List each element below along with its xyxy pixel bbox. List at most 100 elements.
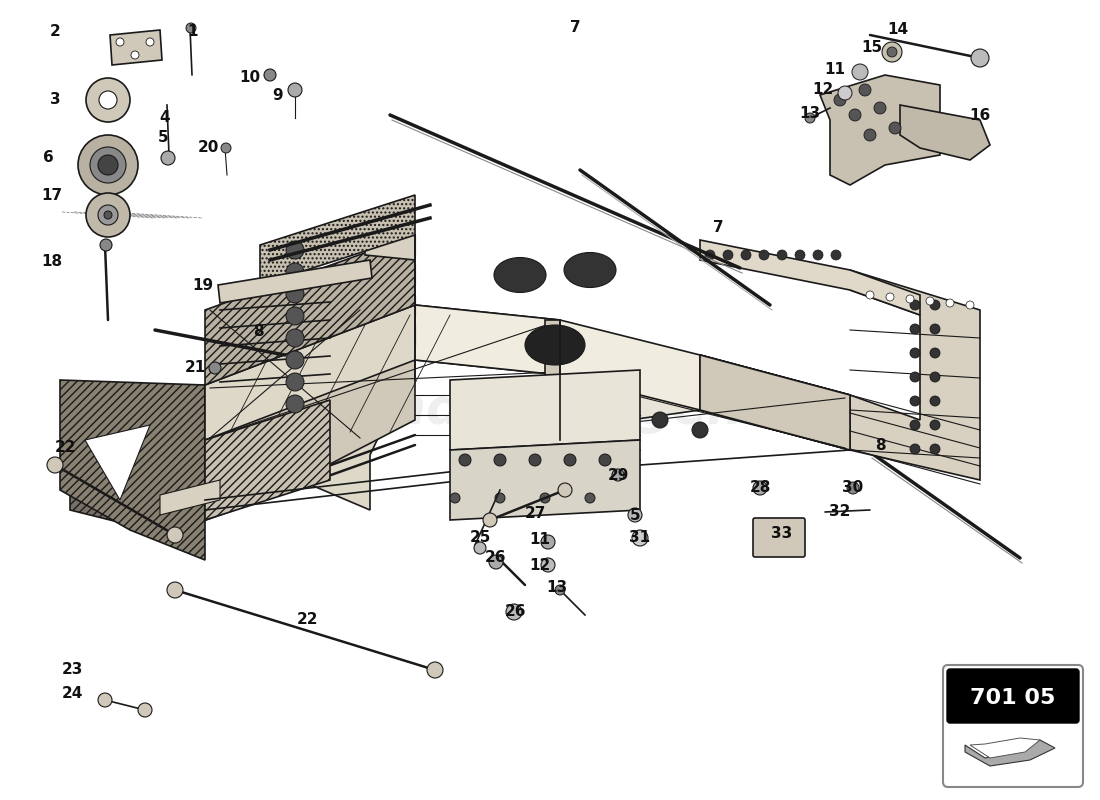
Circle shape xyxy=(286,307,304,325)
Polygon shape xyxy=(85,425,150,500)
Text: 4: 4 xyxy=(160,110,170,126)
Text: 8: 8 xyxy=(253,325,263,339)
Polygon shape xyxy=(205,235,415,385)
Circle shape xyxy=(930,420,940,430)
Circle shape xyxy=(490,555,503,569)
Circle shape xyxy=(495,493,505,503)
Polygon shape xyxy=(700,355,850,450)
Circle shape xyxy=(849,109,861,121)
Polygon shape xyxy=(60,380,205,560)
Polygon shape xyxy=(205,400,330,520)
Circle shape xyxy=(286,329,304,347)
Ellipse shape xyxy=(564,253,616,287)
Text: 23: 23 xyxy=(62,662,82,678)
Text: 32: 32 xyxy=(829,505,850,519)
Polygon shape xyxy=(850,270,980,480)
Text: 8: 8 xyxy=(874,438,886,453)
Polygon shape xyxy=(900,105,990,160)
Circle shape xyxy=(131,51,139,59)
Text: 5: 5 xyxy=(629,507,640,522)
Circle shape xyxy=(705,250,715,260)
Circle shape xyxy=(600,454,610,466)
Text: 6: 6 xyxy=(43,150,54,166)
Circle shape xyxy=(887,47,896,57)
Circle shape xyxy=(286,395,304,413)
Circle shape xyxy=(889,122,901,134)
FancyBboxPatch shape xyxy=(754,518,805,557)
Circle shape xyxy=(483,513,497,527)
Circle shape xyxy=(805,113,815,123)
Circle shape xyxy=(558,483,572,497)
Circle shape xyxy=(529,454,541,466)
Polygon shape xyxy=(205,305,560,440)
Text: 19: 19 xyxy=(192,278,213,293)
Circle shape xyxy=(777,250,786,260)
Text: 10: 10 xyxy=(240,70,261,86)
Circle shape xyxy=(146,38,154,46)
Circle shape xyxy=(910,372,920,382)
Text: GrandprixLegends: GrandprixLegends xyxy=(292,386,808,434)
Circle shape xyxy=(286,241,304,259)
Circle shape xyxy=(910,420,920,430)
Text: 26: 26 xyxy=(504,605,526,619)
Text: 15: 15 xyxy=(861,41,882,55)
Circle shape xyxy=(930,300,940,310)
Polygon shape xyxy=(970,738,1040,758)
Circle shape xyxy=(104,211,112,219)
Circle shape xyxy=(450,493,460,503)
Circle shape xyxy=(882,42,902,62)
Text: 5: 5 xyxy=(157,130,168,146)
Polygon shape xyxy=(544,320,560,375)
Circle shape xyxy=(540,493,550,503)
Polygon shape xyxy=(110,30,162,65)
Circle shape xyxy=(632,530,648,546)
Circle shape xyxy=(930,444,940,454)
Polygon shape xyxy=(70,385,205,530)
Circle shape xyxy=(754,481,767,495)
Text: 13: 13 xyxy=(800,106,821,121)
Polygon shape xyxy=(450,440,640,520)
Text: 20: 20 xyxy=(197,141,219,155)
Text: 22: 22 xyxy=(297,613,319,627)
Circle shape xyxy=(167,527,183,543)
Text: 21: 21 xyxy=(185,361,206,375)
Circle shape xyxy=(116,38,124,46)
Circle shape xyxy=(612,469,624,481)
Circle shape xyxy=(930,324,940,334)
Circle shape xyxy=(78,135,138,195)
Text: 1: 1 xyxy=(188,25,198,39)
Text: 18: 18 xyxy=(42,254,63,270)
Circle shape xyxy=(830,250,842,260)
Circle shape xyxy=(930,372,940,382)
Polygon shape xyxy=(260,195,415,285)
Text: 701 05: 701 05 xyxy=(970,688,1056,708)
Text: 11: 11 xyxy=(825,62,846,78)
Circle shape xyxy=(838,86,853,100)
Circle shape xyxy=(585,493,595,503)
Text: 29: 29 xyxy=(607,467,629,482)
Circle shape xyxy=(98,205,118,225)
Circle shape xyxy=(723,250,733,260)
Circle shape xyxy=(541,558,556,572)
Circle shape xyxy=(910,324,920,334)
Circle shape xyxy=(652,412,668,428)
Circle shape xyxy=(852,64,868,80)
Circle shape xyxy=(98,155,118,175)
Text: 28: 28 xyxy=(749,481,771,495)
Circle shape xyxy=(167,582,183,598)
Circle shape xyxy=(910,348,920,358)
Polygon shape xyxy=(700,240,920,315)
Text: 3: 3 xyxy=(50,93,60,107)
Polygon shape xyxy=(560,355,850,450)
Text: 12: 12 xyxy=(813,82,834,98)
Circle shape xyxy=(926,297,934,305)
Circle shape xyxy=(86,193,130,237)
Circle shape xyxy=(86,78,130,122)
Circle shape xyxy=(98,693,112,707)
Circle shape xyxy=(209,362,221,374)
Text: 9: 9 xyxy=(273,87,284,102)
Text: 31: 31 xyxy=(629,530,650,546)
Circle shape xyxy=(459,454,471,466)
Circle shape xyxy=(864,129,876,141)
Circle shape xyxy=(866,291,874,299)
